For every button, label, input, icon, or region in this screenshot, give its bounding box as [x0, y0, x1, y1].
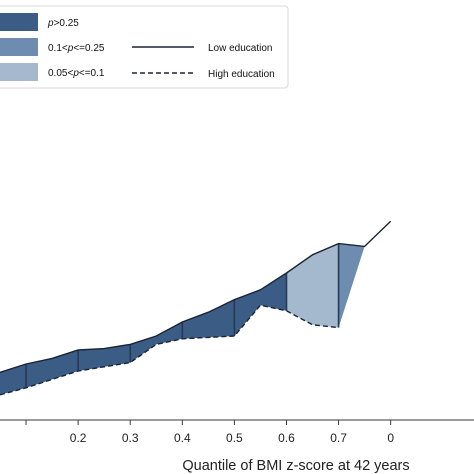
- x-axis: 0.2 0.3 0.4 0.5 0.6 0.7 0: [0, 419, 474, 445]
- x-tick-label: 0.7: [330, 431, 347, 445]
- x-tick-label: 0.2: [70, 431, 87, 445]
- x-axis-title: Quantile of BMI z-score at 42 years: [182, 458, 409, 474]
- x-tick-label: 0: [387, 431, 394, 445]
- legend-label: 0.05<p<=0.1: [48, 68, 105, 79]
- legend-swatch: [0, 13, 38, 31]
- x-tick-label: 0.5: [226, 431, 243, 445]
- legend-label: 0.1<p<=0.25: [48, 43, 105, 54]
- band-2: [338, 221, 391, 328]
- legend: p>0.25 0.1<p<=0.25 0.05<p<=0.1 Low educatio…: [0, 5, 289, 89]
- band-dividers: [25, 243, 340, 388]
- x-tick-label: 0.6: [278, 431, 295, 445]
- significance-bands: [0, 221, 391, 395]
- legend-swatch: [0, 63, 38, 81]
- high-education-line: [0, 304, 339, 396]
- legend-line-label: Low education: [208, 43, 273, 54]
- legend-line-label: High education: [208, 69, 275, 80]
- legend-label: p>0.25: [47, 18, 79, 29]
- series-lines: [0, 220, 392, 396]
- legend-swatch: [0, 38, 38, 56]
- x-tick-label: 0.4: [174, 431, 191, 445]
- band-0: [0, 273, 287, 395]
- x-tick-label: 0.3: [122, 431, 139, 445]
- low-education-line: [0, 220, 392, 374]
